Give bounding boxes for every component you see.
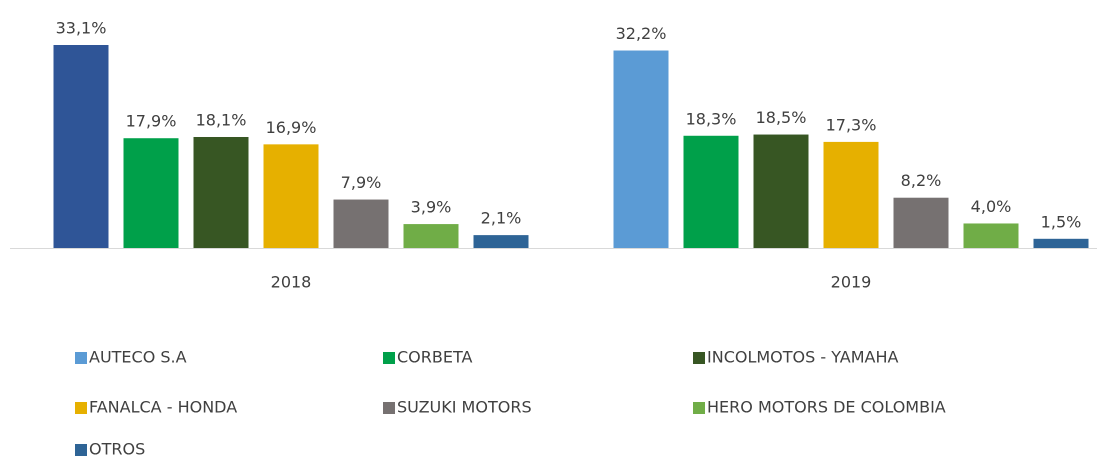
legend-label: OTROS	[89, 440, 145, 459]
data-label: 8,2%	[901, 171, 942, 190]
bar	[53, 45, 109, 248]
data-label: 1,5%	[1041, 212, 1082, 231]
legend-swatch	[383, 402, 395, 414]
data-label: 16,9%	[266, 118, 317, 137]
bar	[333, 199, 389, 248]
legend-swatch	[693, 352, 705, 364]
legend-label: INCOLMOTOS - YAMAHA	[707, 348, 898, 367]
data-label: 18,1%	[196, 110, 247, 129]
data-label: 4,0%	[971, 197, 1012, 216]
legend-swatch	[383, 352, 395, 364]
bar	[963, 223, 1019, 248]
legend-label: HERO MOTORS DE COLOMBIA	[707, 398, 946, 417]
data-label: 33,1%	[56, 19, 107, 38]
data-label: 17,9%	[126, 112, 177, 131]
bar	[753, 134, 809, 248]
data-label: 18,3%	[686, 109, 737, 128]
bar	[823, 141, 879, 248]
bar	[683, 135, 739, 248]
data-label: 3,9%	[411, 198, 452, 217]
legend-label: AUTECO S.A	[89, 348, 187, 367]
bar	[893, 197, 949, 248]
bar	[123, 138, 179, 248]
legend-swatch	[75, 444, 87, 456]
legend-swatch	[75, 352, 87, 364]
x-tick-label: 2018	[271, 273, 312, 292]
bar	[613, 50, 669, 248]
data-label: 17,3%	[826, 115, 877, 134]
data-label: 32,2%	[616, 24, 667, 43]
legend-label: FANALCA - HONDA	[89, 398, 237, 417]
bar	[403, 224, 459, 248]
legend-label: SUZUKI MOTORS	[397, 398, 532, 417]
x-tick-label: 2019	[831, 273, 872, 292]
bar	[473, 235, 529, 248]
legend-swatch	[693, 402, 705, 414]
bar	[263, 144, 319, 248]
data-label: 2,1%	[481, 209, 522, 228]
data-label: 18,5%	[756, 108, 807, 127]
legend-swatch	[75, 402, 87, 414]
bar	[193, 136, 249, 248]
legend-label: CORBETA	[397, 348, 473, 367]
bar	[1033, 238, 1089, 248]
data-label: 7,9%	[341, 173, 382, 192]
